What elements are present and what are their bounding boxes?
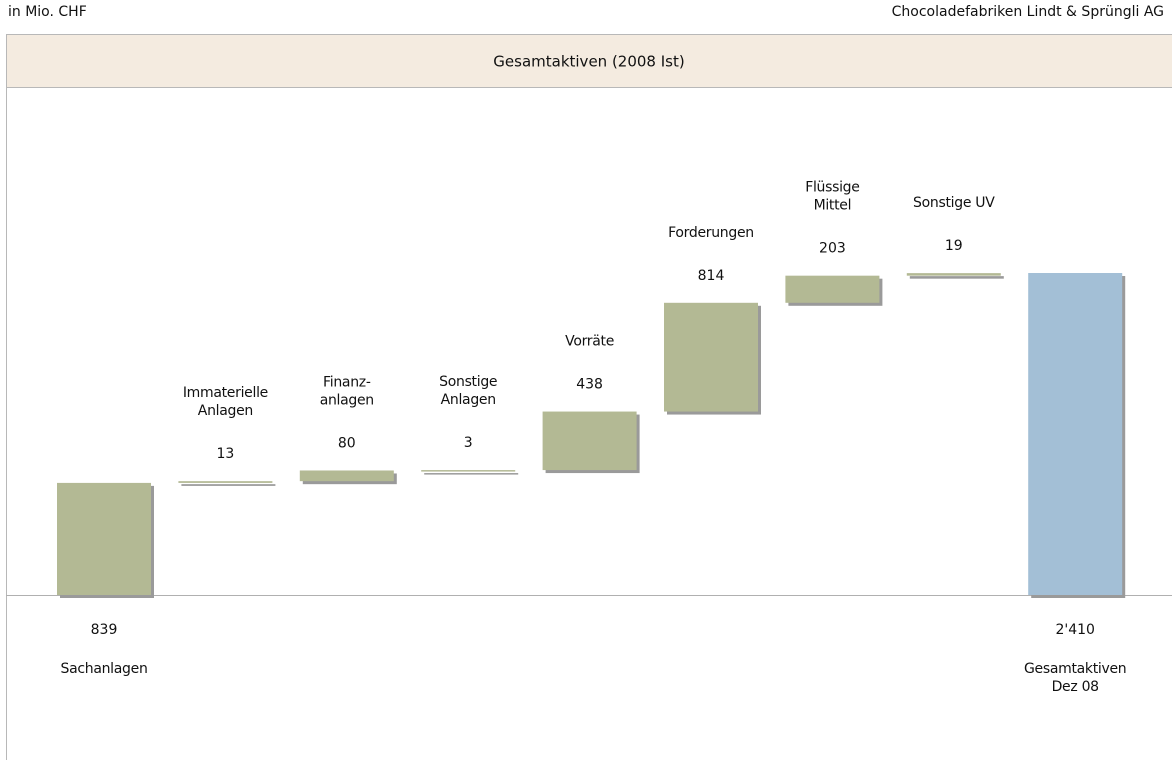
bar-shadow	[910, 276, 1004, 279]
category-label: Anlagen	[198, 403, 253, 419]
bar	[421, 470, 515, 472]
category-label: Gesamtaktiven	[1024, 661, 1126, 677]
bar	[178, 481, 272, 483]
category-label: Sonstige	[439, 374, 497, 390]
category-label: Flüssige	[805, 180, 859, 196]
company-name: Chocoladefabriken Lindt & Sprüngli AG	[892, 4, 1164, 20]
category-label: Finanz-	[323, 374, 371, 390]
bar	[57, 483, 151, 595]
value-label: 13	[216, 446, 234, 462]
bar	[664, 303, 758, 412]
category-label: anlagen	[320, 392, 374, 408]
bar	[543, 412, 637, 471]
category-label: Sonstige UV	[913, 195, 995, 211]
category-label: Vorräte	[565, 334, 614, 350]
bar	[907, 273, 1001, 276]
value-label: 203	[819, 241, 846, 257]
value-label: 839	[91, 622, 118, 638]
value-label: 19	[945, 238, 963, 254]
value-label: 3	[464, 435, 473, 451]
frame	[7, 35, 1172, 761]
chart-title: Gesamtaktiven (2008 Ist)	[493, 53, 684, 71]
bar	[1028, 273, 1122, 595]
value-label: 2'410	[1055, 622, 1094, 638]
category-label: Forderungen	[668, 225, 754, 241]
category-label: Mittel	[814, 198, 852, 214]
category-label: Sachanlagen	[60, 661, 147, 677]
category-label: Dez 08	[1052, 679, 1099, 695]
category-label: Immaterielle	[183, 385, 268, 401]
category-label: Anlagen	[441, 392, 496, 408]
bar	[785, 276, 879, 303]
unit-label: in Mio. CHF	[8, 4, 87, 20]
bar-shadow	[424, 473, 518, 475]
value-label: 438	[576, 377, 603, 393]
value-label: 80	[338, 435, 356, 451]
bar-shadow	[181, 484, 275, 486]
value-label: 814	[698, 268, 725, 284]
bar	[300, 470, 394, 481]
